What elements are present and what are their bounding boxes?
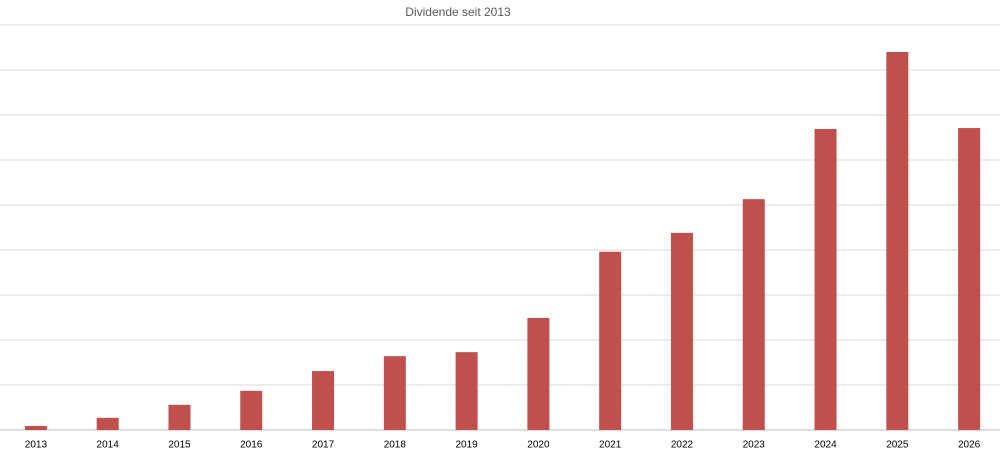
x-tick-label: 2022 (671, 440, 694, 451)
x-tick-label: 2023 (743, 440, 766, 451)
x-tick-label: 2020 (527, 440, 550, 451)
bar (96, 417, 119, 430)
x-tick-label: 2013 (25, 440, 48, 451)
x-tick-label: 2019 (455, 440, 478, 451)
x-tick-label: 2017 (312, 440, 335, 451)
x-tick-label: 2014 (97, 440, 120, 451)
x-tick-label: 2024 (814, 440, 837, 451)
bar (383, 356, 406, 430)
bar (240, 390, 263, 430)
bar (168, 404, 191, 430)
bar (958, 128, 981, 431)
chart-title: Dividende seit 2013 (405, 5, 511, 19)
bar (312, 371, 335, 430)
x-tick-label: 2026 (958, 440, 981, 451)
bar (814, 128, 837, 430)
bar (599, 251, 622, 430)
x-tick-label: 2021 (599, 440, 622, 451)
bar (742, 199, 765, 430)
x-tick-label: 2016 (240, 440, 263, 451)
bar (670, 232, 693, 430)
bar (527, 317, 550, 430)
x-tick-label: 2025 (886, 440, 909, 451)
bar (455, 352, 478, 430)
x-tick-label: 2018 (384, 440, 407, 451)
x-tick-label: 2015 (168, 440, 191, 451)
bar (24, 425, 47, 430)
bar (886, 52, 909, 430)
